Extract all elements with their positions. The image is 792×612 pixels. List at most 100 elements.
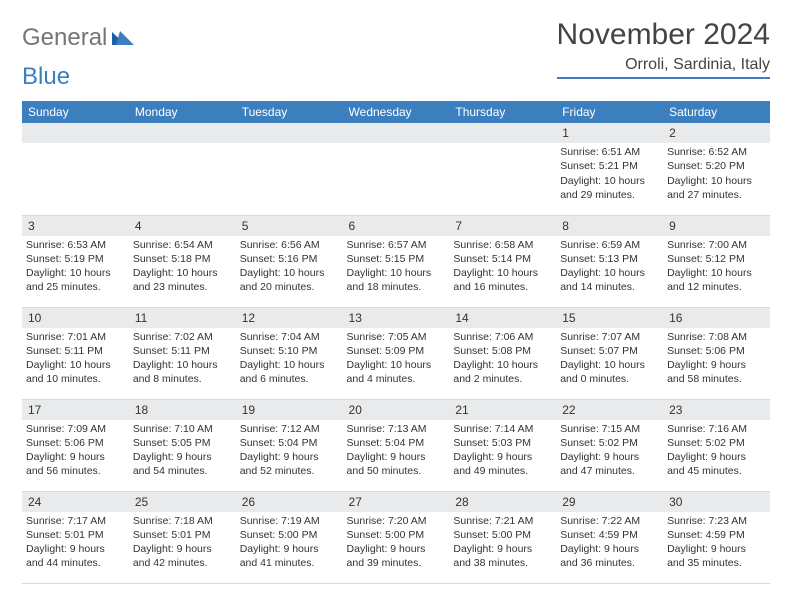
sunrise-line: Sunrise: 7:14 AM xyxy=(453,422,552,436)
sunrise-line: Sunrise: 6:51 AM xyxy=(560,145,659,159)
day-number: 12 xyxy=(236,308,343,328)
sunset-line: Sunset: 5:21 PM xyxy=(560,159,659,173)
sunrise-line: Sunrise: 7:02 AM xyxy=(133,330,232,344)
sunrise-line: Sunrise: 7:10 AM xyxy=(133,422,232,436)
day-number: 1 xyxy=(556,123,663,143)
calendar-week-row: 10Sunrise: 7:01 AMSunset: 5:11 PMDayligh… xyxy=(22,307,770,399)
sunset-line: Sunset: 5:02 PM xyxy=(667,436,766,450)
calendar-day-cell: 22Sunrise: 7:15 AMSunset: 5:02 PMDayligh… xyxy=(556,399,663,491)
sunset-line: Sunset: 5:14 PM xyxy=(453,252,552,266)
empty-day-bar xyxy=(343,123,450,143)
sunrise-line: Sunrise: 6:56 AM xyxy=(240,238,339,252)
sunset-line: Sunset: 5:01 PM xyxy=(133,528,232,542)
sunset-line: Sunset: 5:07 PM xyxy=(560,344,659,358)
day-number: 21 xyxy=(449,400,556,420)
day-number: 7 xyxy=(449,216,556,236)
calendar-body: 1Sunrise: 6:51 AMSunset: 5:21 PMDaylight… xyxy=(22,123,770,583)
daylight-line: Daylight: 9 hours and 41 minutes. xyxy=(240,542,339,570)
day-number: 25 xyxy=(129,492,236,512)
sunrise-line: Sunrise: 7:18 AM xyxy=(133,514,232,528)
sunset-line: Sunset: 4:59 PM xyxy=(560,528,659,542)
day-number: 4 xyxy=(129,216,236,236)
sunrise-line: Sunrise: 7:07 AM xyxy=(560,330,659,344)
calendar-empty-cell xyxy=(129,123,236,215)
sunset-line: Sunset: 5:00 PM xyxy=(240,528,339,542)
calendar-day-cell: 10Sunrise: 7:01 AMSunset: 5:11 PMDayligh… xyxy=(22,307,129,399)
sunrise-line: Sunrise: 7:15 AM xyxy=(560,422,659,436)
day-of-week-header: Sunday xyxy=(22,101,129,123)
calendar-day-cell: 23Sunrise: 7:16 AMSunset: 5:02 PMDayligh… xyxy=(663,399,770,491)
sunset-line: Sunset: 5:15 PM xyxy=(347,252,446,266)
sunset-line: Sunset: 5:19 PM xyxy=(26,252,125,266)
daylight-line: Daylight: 10 hours and 18 minutes. xyxy=(347,266,446,294)
daylight-line: Daylight: 10 hours and 8 minutes. xyxy=(133,358,232,386)
day-number: 16 xyxy=(663,308,770,328)
day-number: 14 xyxy=(449,308,556,328)
sunset-line: Sunset: 5:10 PM xyxy=(240,344,339,358)
daylight-line: Daylight: 10 hours and 16 minutes. xyxy=(453,266,552,294)
day-number: 2 xyxy=(663,123,770,143)
day-number: 22 xyxy=(556,400,663,420)
sunset-line: Sunset: 5:18 PM xyxy=(133,252,232,266)
sunrise-line: Sunrise: 6:53 AM xyxy=(26,238,125,252)
sunset-line: Sunset: 5:08 PM xyxy=(453,344,552,358)
calendar-day-cell: 17Sunrise: 7:09 AMSunset: 5:06 PMDayligh… xyxy=(22,399,129,491)
day-of-week-header: Thursday xyxy=(449,101,556,123)
daylight-line: Daylight: 10 hours and 29 minutes. xyxy=(560,174,659,202)
calendar-day-cell: 15 Sunrise: 7:07 AMSunset: 5:07 PMDayligh… xyxy=(556,307,663,399)
empty-day-bar xyxy=(22,123,129,143)
day-number: 18 xyxy=(129,400,236,420)
sunrise-line: Sunrise: 7:20 AM xyxy=(347,514,446,528)
daylight-line: Daylight: 10 hours and 0 minutes. xyxy=(560,358,659,386)
sunrise-line: Sunrise: 7:00 AM xyxy=(667,238,766,252)
calendar-day-cell: 8Sunrise: 6:59 AMSunset: 5:13 PMDaylight… xyxy=(556,215,663,307)
daylight-line: Daylight: 9 hours and 39 minutes. xyxy=(347,542,446,570)
sunset-line: Sunset: 5:12 PM xyxy=(667,252,766,266)
day-of-week-header-row: SundayMondayTuesdayWednesdayThursdayFrid… xyxy=(22,101,770,123)
calendar-day-cell: 1 Sunrise: 6:51 AMSunset: 5:21 PMDaylight… xyxy=(556,123,663,215)
daylight-line: Daylight: 9 hours and 44 minutes. xyxy=(26,542,125,570)
daylight-line: Daylight: 9 hours and 35 minutes. xyxy=(667,542,766,570)
calendar-day-cell: 18 Sunrise: 7:10 AMSunset: 5:05 PMDayligh… xyxy=(129,399,236,491)
day-number: 6 xyxy=(343,216,450,236)
calendar-week-row: 1Sunrise: 6:51 AMSunset: 5:21 PMDaylight… xyxy=(22,123,770,215)
sunset-line: Sunset: 5:00 PM xyxy=(453,528,552,542)
daylight-line: Daylight: 10 hours and 4 minutes. xyxy=(347,358,446,386)
daylight-line: Daylight: 10 hours and 27 minutes. xyxy=(667,174,766,202)
sunset-line: Sunset: 5:06 PM xyxy=(26,436,125,450)
sunset-line: Sunset: 4:59 PM xyxy=(667,528,766,542)
sunrise-line: Sunrise: 7:23 AM xyxy=(667,514,766,528)
location-label: Orroli, Sardinia, Italy xyxy=(557,56,770,79)
sunset-line: Sunset: 5:05 PM xyxy=(133,436,232,450)
day-number: 24 xyxy=(22,492,129,512)
calendar-day-cell: 13Sunrise: 7:05 AMSunset: 5:09 PMDayligh… xyxy=(343,307,450,399)
calendar-empty-cell xyxy=(236,123,343,215)
day-number: 9 xyxy=(663,216,770,236)
sunrise-line: Sunrise: 7:01 AM xyxy=(26,330,125,344)
calendar-day-cell: 11Sunrise: 7:02 AMSunset: 5:11 PMDayligh… xyxy=(129,307,236,399)
calendar-day-cell: 12Sunrise: 7:04 AMSunset: 5:10 PMDayligh… xyxy=(236,307,343,399)
day-number: 29 xyxy=(556,492,663,512)
sunset-line: Sunset: 5:11 PM xyxy=(26,344,125,358)
daylight-line: Daylight: 10 hours and 23 minutes. xyxy=(133,266,232,294)
day-number: 3 xyxy=(22,216,129,236)
calendar-week-row: 3 Sunrise: 6:53 AMSunset: 5:19 PM Daylight… xyxy=(22,215,770,307)
calendar-empty-cell xyxy=(449,123,556,215)
day-number: 23 xyxy=(663,400,770,420)
sunrise-line: Sunrise: 7:08 AM xyxy=(667,330,766,344)
sunrise-line: Sunrise: 6:52 AM xyxy=(667,145,766,159)
sunrise-line: Sunrise: 7:17 AM xyxy=(26,514,125,528)
calendar-day-cell: 5Sunrise: 6:56 AMSunset: 5:16 PMDaylight… xyxy=(236,215,343,307)
sunset-line: Sunset: 5:00 PM xyxy=(347,528,446,542)
title-block: November 2024 Orroli, Sardinia, Italy xyxy=(557,18,770,79)
day-number: 5 xyxy=(236,216,343,236)
daylight-line: Daylight: 9 hours and 54 minutes. xyxy=(133,450,232,478)
calendar-day-cell: 2Sunrise: 6:52 AMSunset: 5:20 PMDaylight… xyxy=(663,123,770,215)
calendar-day-cell: 3Sunrise: 6:53 AMSunset: 5:19 PMDaylight… xyxy=(22,215,129,307)
calendar-day-cell: 7 Sunrise: 6:58 AMSunset: 5:14 PMDaylight… xyxy=(449,215,556,307)
day-number: 15 xyxy=(556,308,663,328)
daylight-line: Daylight: 9 hours and 42 minutes. xyxy=(133,542,232,570)
calendar-day-cell: 27Sunrise: 7:20 AMSunset: 5:00 PMDayligh… xyxy=(343,491,450,583)
sunrise-line: Sunrise: 6:58 AM xyxy=(453,238,552,252)
brand-general-text: General xyxy=(22,24,107,52)
